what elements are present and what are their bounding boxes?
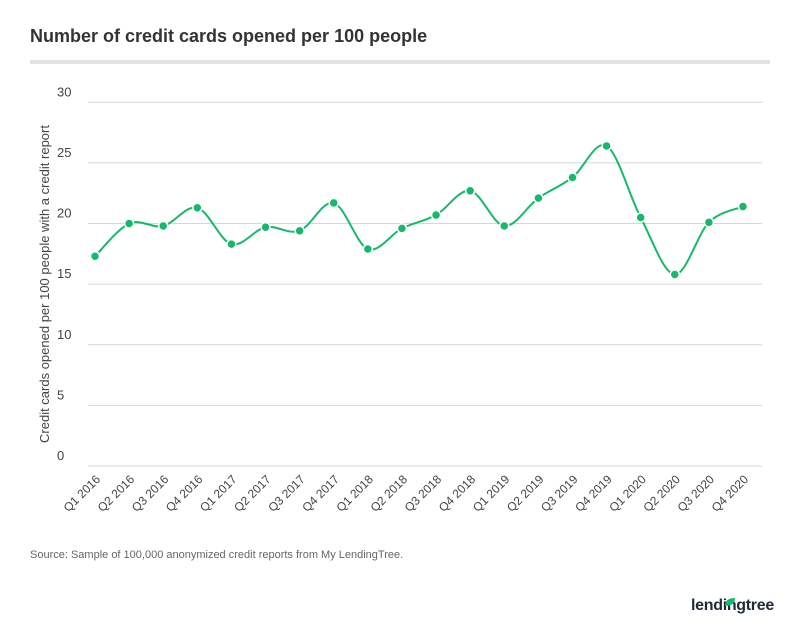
data-point <box>567 172 578 183</box>
data-point <box>328 197 339 209</box>
data-point <box>192 202 203 214</box>
data-point <box>635 212 646 223</box>
data-point <box>123 218 135 229</box>
data-point <box>430 209 442 221</box>
y-tick-label: 25 <box>57 145 71 160</box>
y-tick-label: 30 <box>57 84 71 99</box>
chart-title: Number of credit cards opened per 100 pe… <box>30 26 428 46</box>
data-point <box>226 238 237 250</box>
data-point <box>533 192 544 204</box>
data-point <box>89 251 101 262</box>
data-point <box>362 243 374 255</box>
y-tick-label: 20 <box>57 206 71 221</box>
leaf-icon <box>725 598 735 606</box>
data-point <box>157 220 169 232</box>
y-tick-label: 10 <box>57 327 71 342</box>
series-line <box>94 144 744 276</box>
y-axis-label: Credit cards opened per 100 people with … <box>37 125 52 443</box>
data-point <box>669 269 681 280</box>
data-point <box>260 221 271 233</box>
x-tick-label: Q4 2020 <box>709 472 752 515</box>
title-divider <box>30 60 770 64</box>
data-point <box>601 140 612 152</box>
data-point <box>499 220 510 232</box>
data-point <box>294 225 305 237</box>
y-tick-label: 5 <box>57 387 64 402</box>
source-note: Source: Sample of 100,000 anonymized cre… <box>30 549 404 561</box>
y-tick-label: 15 <box>57 266 71 281</box>
y-tick-label: 0 <box>57 448 64 463</box>
data-point <box>703 217 715 228</box>
lendingtree-logo: lendingtree <box>691 597 774 614</box>
data-point <box>396 223 408 234</box>
data-point <box>464 185 476 197</box>
data-point <box>737 201 749 212</box>
